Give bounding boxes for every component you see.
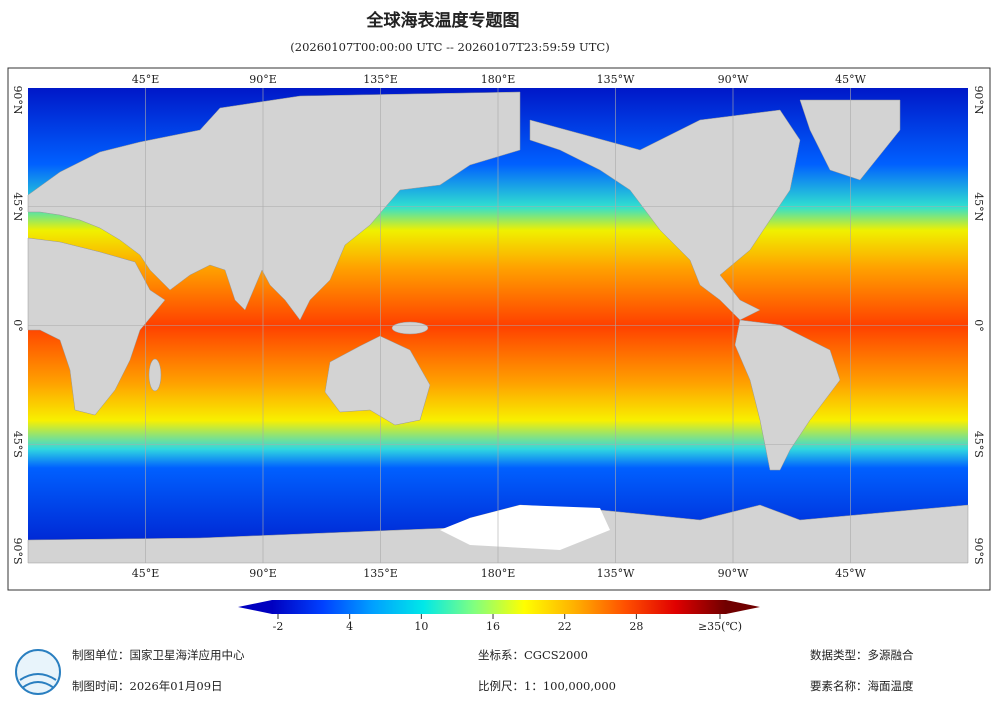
subtitle: (20260107T00:00:00 UTC -- 20260107T23:59…	[290, 40, 609, 54]
eurasia	[27, 91, 521, 321]
colorbar-tick-label: 28	[629, 620, 643, 633]
lon-label: 90°W	[718, 567, 749, 580]
lat-label: 90°S	[972, 537, 985, 564]
footer-text: 数据类型：多源融合	[810, 648, 914, 662]
africa	[27, 237, 166, 416]
ice-shelf	[440, 505, 610, 550]
colorbar-tick-label: 4	[346, 620, 353, 633]
lat-label: 90°N	[11, 85, 24, 114]
footer-text: 制图单位：国家卫星海洋应用中心	[72, 648, 245, 662]
lon-label: 135°E	[363, 567, 398, 580]
lon-label: 45°E	[132, 567, 160, 580]
colorbar-high-arrow	[726, 600, 760, 614]
lat-label: 45°N	[972, 192, 985, 221]
lon-label: 135°W	[597, 567, 635, 580]
title: 全球海表温度专题图	[366, 10, 520, 31]
colorbar-tick-label: 16	[486, 620, 500, 633]
lon-label: 135°E	[363, 73, 398, 86]
lon-label: 180°E	[481, 567, 516, 580]
colorbar-tick-label: 22	[558, 620, 572, 633]
lat-label: 45°N	[11, 192, 24, 221]
north-america	[529, 109, 801, 321]
lat-label: 45°S	[11, 431, 24, 458]
lat-label: 0°	[972, 319, 985, 332]
lon-label: 180°E	[481, 73, 516, 86]
map	[27, 88, 969, 564]
new-guinea	[391, 321, 429, 335]
logo	[15, 649, 61, 695]
lon-label: 45°W	[835, 73, 866, 86]
australia	[324, 335, 431, 426]
colorbar-tick-label: 10	[414, 620, 428, 633]
lon-label: 90°E	[249, 73, 277, 86]
colorbar-low-arrow	[238, 600, 272, 614]
lon-label: 135°W	[597, 73, 635, 86]
lon-label: 90°W	[718, 73, 749, 86]
colorbar	[272, 600, 726, 614]
lat-label: 90°S	[11, 537, 24, 564]
footer-text: 比例尺：1：100,000,000	[478, 679, 616, 693]
lat-label: 90°N	[972, 85, 985, 114]
lon-label: 90°E	[249, 567, 277, 580]
lon-label: 45°W	[835, 567, 866, 580]
greenland	[799, 99, 901, 181]
madagascar	[148, 358, 162, 392]
lat-label: 0°	[11, 319, 24, 332]
footer-text: 制图时间：2026年01月09日	[72, 679, 223, 693]
colorbar-tick-label: -2	[273, 620, 284, 633]
footer-text: 坐标系：CGCS2000	[478, 648, 588, 662]
south-america	[734, 319, 841, 471]
colorbar-tick-label: ≥35(℃)	[698, 620, 742, 633]
lon-label: 45°E	[132, 73, 160, 86]
footer-text: 要素名称：海面温度	[810, 679, 914, 693]
lat-label: 45°S	[972, 431, 985, 458]
